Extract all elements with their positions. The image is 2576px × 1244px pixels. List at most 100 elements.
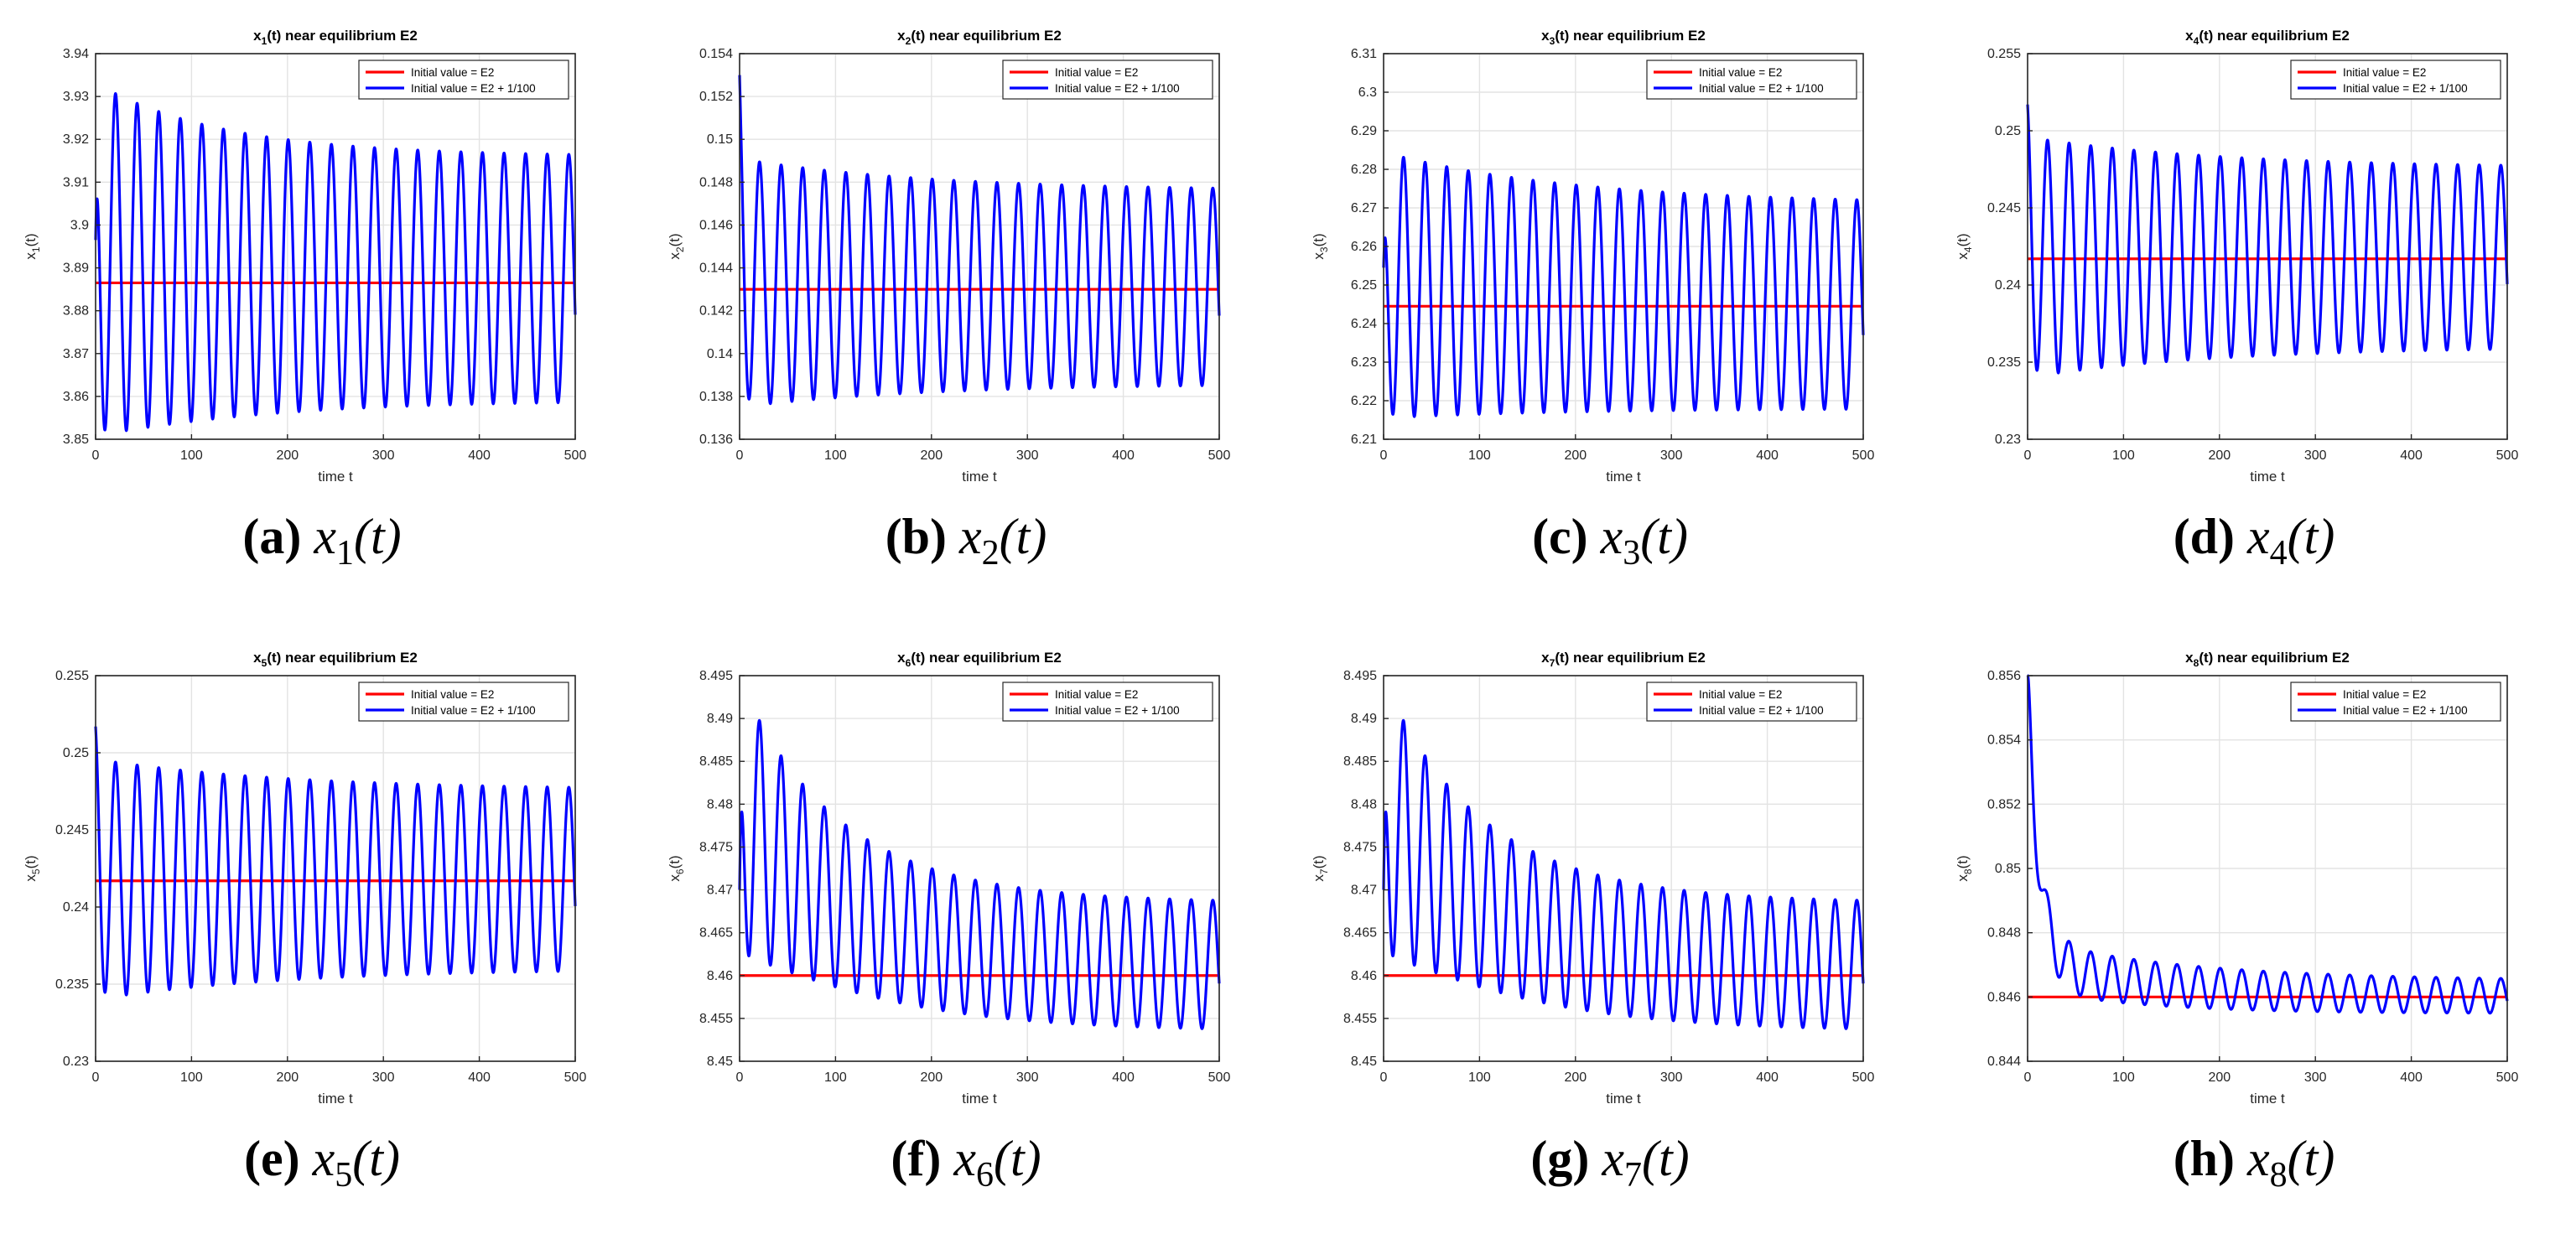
x-tick-label: 300 bbox=[1016, 1070, 1039, 1085]
caption-variable: x bbox=[953, 1131, 976, 1186]
legend: Initial value = E2 Initial value = E2 + 1… bbox=[1002, 60, 1213, 100]
y-tick-label: 0.235 bbox=[1987, 355, 2021, 370]
y-tick-label: 0.24 bbox=[63, 900, 89, 915]
x-tick-label: 500 bbox=[564, 1070, 587, 1085]
caption-variable: x bbox=[2247, 509, 2270, 564]
legend-entry: Initial value = E2 bbox=[411, 688, 494, 701]
legend-box bbox=[2290, 682, 2501, 722]
x-tick-label: 300 bbox=[1016, 448, 1039, 463]
y-tick-label: 3.86 bbox=[63, 390, 89, 404]
caption-argument: (t) bbox=[1640, 509, 1688, 564]
y-tick-label: 0.25 bbox=[63, 746, 89, 760]
x-tick-label: 300 bbox=[1660, 448, 1683, 463]
y-tick-label: 8.47 bbox=[1351, 884, 1377, 898]
y-tick-label: 0.235 bbox=[55, 977, 89, 992]
y-tick-label: 8.46 bbox=[1351, 969, 1377, 983]
x-tick-label: 500 bbox=[564, 448, 587, 463]
x-tick-label: 0 bbox=[1380, 448, 1388, 463]
y-tick-label: 8.46 bbox=[707, 969, 733, 983]
axes-box bbox=[2027, 53, 2508, 440]
y-tick-label: 8.475 bbox=[699, 840, 733, 854]
y-axis-label: x6(t) bbox=[667, 855, 686, 881]
caption-variable: x bbox=[2247, 1131, 2270, 1186]
series-line-perturbed bbox=[2026, 104, 2509, 375]
chart-title: x3(t) near equilibrium E2 bbox=[1541, 28, 1706, 47]
series-line-perturbed bbox=[1382, 155, 1865, 418]
y-tick-label: 0.25 bbox=[1995, 124, 2021, 138]
x-tick-label: 400 bbox=[468, 1070, 491, 1085]
x-tick-label: 500 bbox=[1208, 1070, 1231, 1085]
legend-box bbox=[358, 60, 569, 100]
y-tick-label: 8.485 bbox=[1343, 754, 1377, 769]
y-axis-label: x3(t) bbox=[1311, 233, 1330, 259]
y-tick-label: 0.245 bbox=[1987, 201, 2021, 215]
x-axis-label: time t bbox=[318, 1091, 353, 1107]
x-tick-label: 100 bbox=[180, 448, 203, 463]
chart-panel-h: 0 100 200 300 400 500 0.844 0.846 0.848 0.85 0.852… bbox=[1932, 622, 2576, 1244]
y-axis-label: x2(t) bbox=[667, 233, 686, 259]
caption-label: (e) bbox=[244, 1131, 300, 1186]
x-tick-label: 200 bbox=[920, 1070, 943, 1085]
y-axis-label: x7(t) bbox=[1311, 855, 1330, 881]
x-tick-label: 300 bbox=[372, 448, 395, 463]
x-tick-label: 200 bbox=[276, 1070, 299, 1085]
y-tick-label: 8.475 bbox=[1343, 840, 1377, 854]
legend-entry: Initial value = E2 bbox=[1055, 66, 1138, 79]
x-axis-label: time t bbox=[318, 469, 353, 485]
y-tick-label: 3.92 bbox=[63, 132, 89, 147]
legend-entry: Initial value = E2 bbox=[411, 66, 494, 79]
y-tick-label: 0.854 bbox=[1987, 733, 2021, 748]
y-tick-label: 0.24 bbox=[1995, 278, 2021, 293]
caption-subscript: 4 bbox=[2269, 534, 2288, 573]
y-tick-label: 0.146 bbox=[699, 218, 733, 232]
x-tick-label: 300 bbox=[1660, 1070, 1683, 1085]
y-tick-label: 0.148 bbox=[699, 175, 733, 189]
legend-entry: Initial value = E2 bbox=[1699, 688, 1782, 701]
y-tick-label: 8.49 bbox=[707, 712, 733, 726]
y-tick-label: 0.154 bbox=[699, 47, 733, 61]
caption-variable: x bbox=[959, 509, 982, 564]
y-tick-label: 6.29 bbox=[1351, 124, 1377, 138]
chart-panel-b: 0 100 200 300 400 500 0.136 0.138 0.14 0.142 0.144… bbox=[644, 0, 1288, 622]
x-tick-label: 200 bbox=[2208, 448, 2231, 463]
panel-caption: (e) x5(t) bbox=[0, 1130, 644, 1195]
chart-svg: 0 100 200 300 400 500 8.45 8.455 8.46 8.465 8.47 8.… bbox=[1311, 650, 1874, 1107]
chart-panel-d: 0 100 200 300 400 500 0.23 0.235 0.24 0.245 0.25 0.… bbox=[1932, 0, 2576, 622]
caption-subscript: 6 bbox=[975, 1156, 994, 1195]
panel-caption: (h) x8(t) bbox=[1932, 1130, 2576, 1195]
caption-subscript: 5 bbox=[335, 1156, 353, 1195]
y-tick-label: 0.85 bbox=[1995, 862, 2021, 876]
axes-box bbox=[739, 53, 1220, 440]
legend-entry: Initial value = E2 + 1/100 bbox=[1055, 704, 1180, 717]
caption-argument: (t) bbox=[1641, 1131, 1690, 1186]
y-tick-label: 0.846 bbox=[1987, 990, 2021, 1004]
y-tick-label: 6.27 bbox=[1351, 201, 1377, 215]
caption-argument: (t) bbox=[993, 1131, 1041, 1186]
x-tick-label: 0 bbox=[92, 1070, 100, 1085]
y-tick-label: 0.245 bbox=[55, 823, 89, 837]
legend-entry: Initial value = E2 + 1/100 bbox=[2343, 704, 2468, 717]
panel-caption: (d) x4(t) bbox=[1932, 508, 2576, 573]
x-tick-label: 400 bbox=[2400, 1070, 2423, 1085]
y-tick-label: 8.465 bbox=[1343, 926, 1377, 941]
caption-variable: x bbox=[1602, 1131, 1624, 1186]
legend-entry: Initial value = E2 + 1/100 bbox=[1699, 704, 1824, 717]
series-line-perturbed bbox=[2026, 674, 2509, 1015]
caption-label: (a) bbox=[242, 509, 302, 564]
y-tick-label: 0.255 bbox=[1987, 47, 2021, 61]
x-tick-label: 500 bbox=[2496, 1070, 2519, 1085]
y-tick-label: 0.142 bbox=[699, 304, 733, 319]
caption-variable: x bbox=[312, 1131, 335, 1186]
x-tick-label: 100 bbox=[824, 1070, 847, 1085]
legend-entry: Initial value = E2 bbox=[1699, 66, 1782, 79]
chart-svg: 0 100 200 300 400 500 0.23 0.235 0.24 0.245 0.25 0.… bbox=[1955, 28, 2518, 485]
x-axis-label: time t bbox=[962, 1091, 997, 1107]
caption-subscript: 1 bbox=[335, 534, 354, 573]
legend-box bbox=[1002, 60, 1213, 100]
y-tick-label: 3.93 bbox=[63, 90, 89, 104]
axes-box bbox=[95, 53, 576, 440]
caption-label: (c) bbox=[1532, 509, 1588, 564]
y-tick-label: 6.31 bbox=[1351, 47, 1377, 61]
y-tick-label: 0.15 bbox=[707, 132, 733, 147]
y-tick-label: 6.26 bbox=[1351, 240, 1377, 254]
